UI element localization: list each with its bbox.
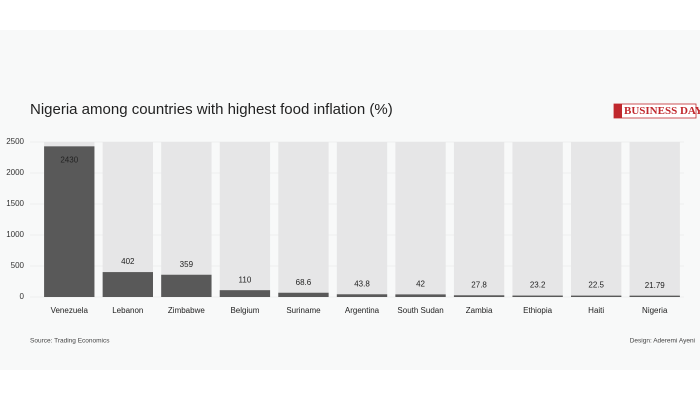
value-label: 402 (121, 257, 135, 266)
bar-track (395, 142, 446, 297)
y-tick-label: 0 (20, 292, 25, 301)
credit: Design: Aderemi Ayeni (630, 338, 695, 345)
bar (512, 295, 563, 297)
value-label: 2430 (60, 155, 78, 164)
bar (395, 294, 446, 297)
bar (629, 295, 680, 297)
value-label: 68.6 (296, 278, 312, 287)
y-tick-label: 2500 (6, 137, 24, 146)
value-label: 359 (180, 260, 194, 269)
bar-track (161, 142, 212, 297)
bar-track (512, 142, 563, 297)
bar-track (336, 142, 388, 297)
y-tick-label: 1000 (6, 230, 24, 239)
value-label: 23.2 (530, 281, 546, 290)
x-tick-label: Zimbabwe (168, 306, 205, 315)
value-label: 21.79 (645, 281, 666, 290)
value-label: 110 (239, 275, 252, 284)
value-label: 42 (416, 280, 425, 289)
bar-track (278, 142, 329, 297)
bar (571, 295, 622, 297)
y-tick-label: 500 (11, 261, 25, 270)
logo: BUSINESS DAY (624, 105, 700, 117)
x-tick-label: Haiti (588, 306, 604, 315)
chart-title: Nigeria among countries with highest foo… (30, 101, 393, 118)
y-tick-label: 1500 (6, 199, 24, 208)
bar-track (629, 142, 680, 297)
value-label: 22.5 (588, 281, 604, 290)
x-tick-label: Lebanon (112, 306, 143, 315)
x-tick-label: Argentina (345, 306, 380, 315)
x-tick-label: Suriname (286, 306, 321, 315)
y-tick-label: 2000 (6, 168, 24, 177)
x-tick-label: Belgium (230, 306, 259, 315)
logo-mark (614, 104, 622, 118)
bar-track (571, 142, 622, 297)
bar (102, 272, 153, 297)
value-label: 27.8 (471, 280, 487, 289)
bar (161, 274, 212, 297)
source: Source: Trading Economics (30, 338, 110, 345)
x-tick-label: Nigeria (642, 306, 668, 315)
bar-track (102, 142, 153, 297)
bar-track (453, 142, 505, 297)
bar (219, 290, 271, 297)
bar (336, 294, 388, 297)
bar (44, 146, 95, 297)
bar (278, 292, 329, 297)
bar-track (219, 142, 271, 297)
x-tick-label: Ethiopia (523, 306, 552, 315)
x-tick-label: South Sudan (397, 306, 443, 315)
x-tick-label: Venezuela (51, 306, 89, 315)
bar (453, 295, 505, 297)
x-tick-label: Zambia (466, 306, 493, 315)
value-label: 43.8 (354, 279, 370, 288)
